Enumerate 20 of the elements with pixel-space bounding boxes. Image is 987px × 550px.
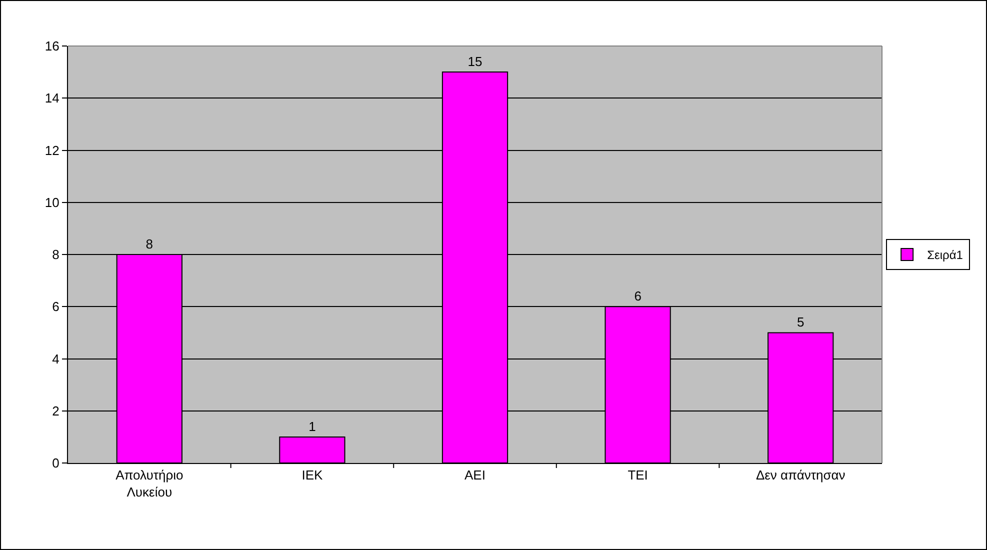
x-tick-label: ΙΕΚ (302, 468, 323, 483)
x-tick-label: Δεν απάντησαν (756, 468, 846, 483)
data-label: 5 (796, 314, 804, 330)
y-tick-label: 10 (44, 194, 60, 210)
x-tick-label: ΤΕΙ (628, 468, 648, 483)
y-tick-label: 8 (52, 247, 60, 262)
y-tick-label: 0 (52, 456, 60, 471)
legend-label: Σειρά1 (927, 248, 964, 262)
y-tick-label: 12 (44, 142, 60, 158)
data-label: 1 (308, 418, 316, 434)
y-tick-label: 16 (44, 38, 60, 54)
y-tick-label: 2 (52, 403, 60, 418)
data-label: 15 (468, 54, 482, 70)
data-label: 8 (146, 236, 154, 252)
data-label: 6 (634, 288, 642, 304)
y-tick-label: 14 (44, 90, 60, 106)
y-tick-label: 6 (52, 299, 60, 314)
x-tick-label: Απολυτήριο Λυκείου (116, 468, 184, 500)
x-tick-label: ΑΕΙ (464, 468, 486, 483)
y-tick-label: 4 (52, 351, 60, 366)
